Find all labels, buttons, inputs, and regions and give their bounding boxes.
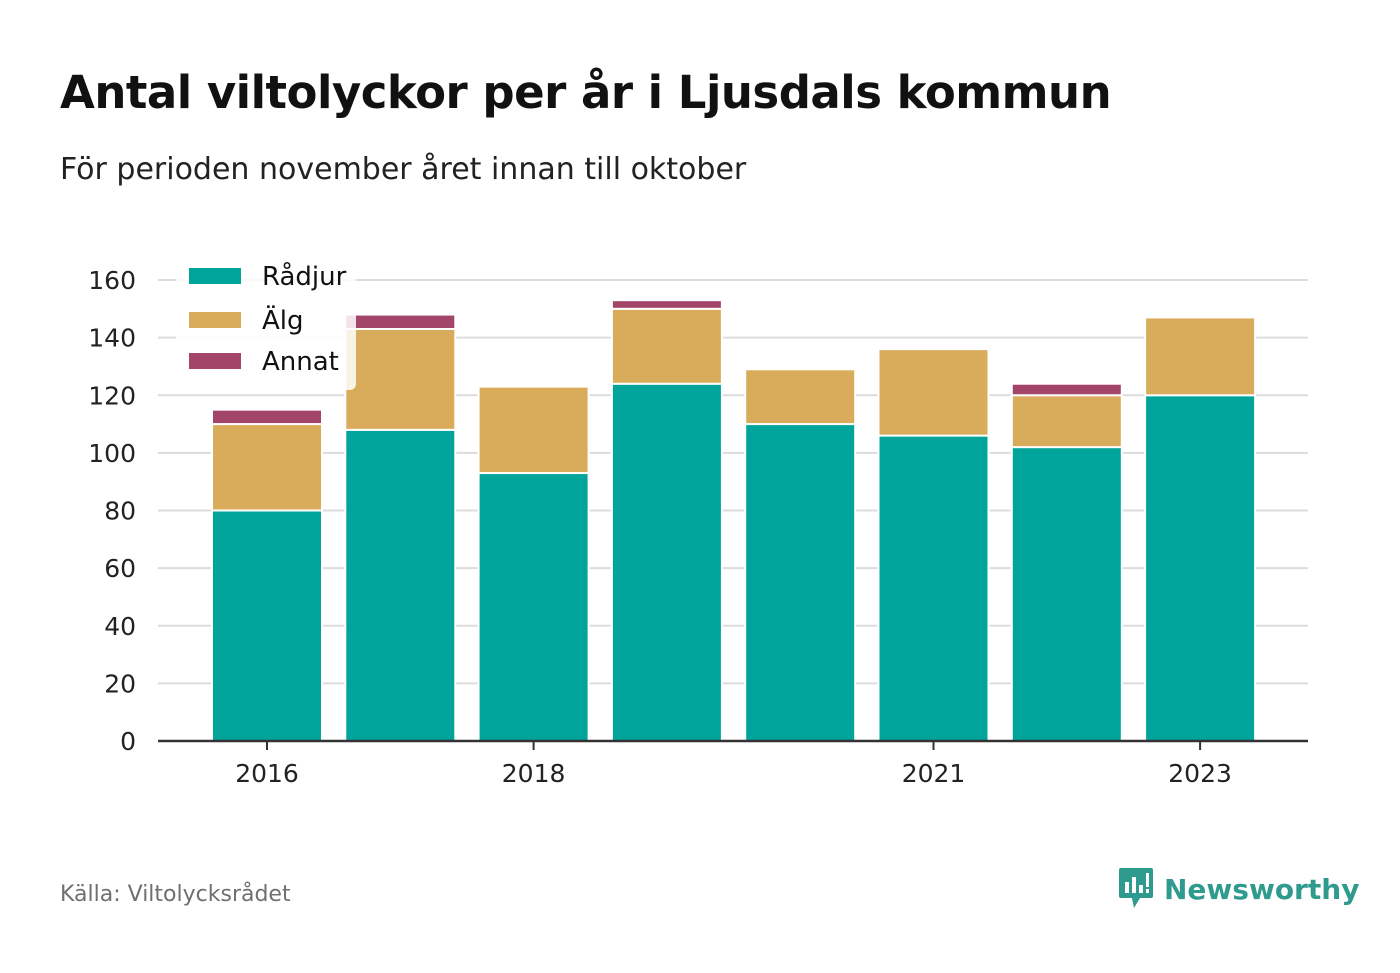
- bar-segment: [211, 509, 323, 742]
- bar-segment: [610, 299, 723, 310]
- y-axis-ticks: 0 20 40 60 80 100 120 140 160: [88, 266, 136, 756]
- y-tick-label: 60: [104, 554, 136, 583]
- bar-segment: [344, 327, 457, 431]
- bar-segment: [1010, 394, 1123, 449]
- legend-label: Annat: [262, 347, 339, 377]
- x-tick-label: 2021: [902, 759, 966, 788]
- legend-swatch: [189, 268, 241, 284]
- legend-label: Rådjur: [262, 261, 347, 292]
- bar-segment: [877, 348, 990, 437]
- brand-logo: Newsworthy: [1118, 866, 1359, 912]
- y-tick-label: 80: [104, 497, 136, 526]
- bar-segment: [477, 385, 590, 475]
- source-note: Källa: Viltolycksrådet: [60, 882, 291, 907]
- brand-name: Newsworthy: [1164, 872, 1360, 906]
- bar-segment: [877, 434, 990, 742]
- bar-segment: [344, 313, 457, 330]
- x-tick-label: 2023: [1168, 759, 1232, 788]
- legend-label: Älg: [262, 304, 304, 336]
- bars: [211, 299, 1257, 742]
- bar-segment: [1010, 446, 1123, 742]
- y-tick-label: 0: [120, 727, 136, 756]
- bar-segment: [744, 423, 857, 742]
- chart-title: Antal viltolyckor per år i Ljusdals komm…: [60, 66, 1112, 119]
- bar-segment: [744, 368, 857, 426]
- legend-swatch: [189, 312, 241, 328]
- newsworthy-logo-icon: [1118, 866, 1154, 912]
- y-tick-label: 40: [104, 612, 136, 641]
- chart-subtitle: För perioden november året innan till ok…: [60, 152, 747, 187]
- y-tick-label: 140: [88, 324, 136, 353]
- bar-segment: [211, 408, 323, 426]
- bar-segment: [1144, 316, 1257, 397]
- legend: Rådjur Älg Annat: [176, 250, 356, 390]
- bar-segment: [610, 307, 723, 385]
- bar-segment: [1144, 394, 1257, 742]
- bar-segment: [477, 472, 590, 742]
- x-tick-label: 2018: [502, 759, 566, 788]
- bar-segment: [610, 382, 723, 742]
- x-axis: 2016 2018 2021 2023: [158, 739, 1308, 788]
- bar-segment: [1010, 382, 1123, 397]
- bar-segment: [211, 423, 323, 512]
- y-tick-label: 160: [88, 266, 136, 295]
- bar-segment: [344, 428, 457, 742]
- x-tick-label: 2016: [235, 759, 299, 788]
- y-tick-label: 20: [104, 669, 136, 698]
- y-tick-label: 120: [88, 381, 136, 410]
- y-tick-label: 100: [88, 439, 136, 468]
- legend-swatch: [189, 353, 241, 369]
